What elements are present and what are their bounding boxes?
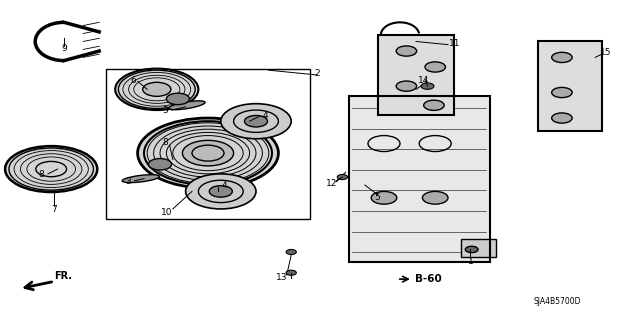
Circle shape bbox=[552, 52, 572, 63]
Circle shape bbox=[465, 246, 478, 253]
Circle shape bbox=[425, 62, 445, 72]
Circle shape bbox=[337, 174, 348, 180]
Circle shape bbox=[244, 115, 268, 127]
Text: 4: 4 bbox=[221, 181, 227, 190]
Circle shape bbox=[396, 81, 417, 91]
Text: 9: 9 bbox=[61, 44, 67, 53]
Circle shape bbox=[182, 140, 234, 166]
Bar bbox=[349, 96, 490, 262]
Circle shape bbox=[148, 159, 172, 170]
Bar bbox=[538, 41, 602, 131]
Circle shape bbox=[143, 82, 171, 96]
Text: 3: 3 bbox=[163, 106, 168, 115]
Text: 12: 12 bbox=[326, 179, 337, 188]
Text: 4: 4 bbox=[263, 111, 268, 120]
Ellipse shape bbox=[169, 101, 205, 110]
Text: 10: 10 bbox=[161, 208, 172, 217]
Circle shape bbox=[209, 186, 232, 197]
Bar bbox=[538, 41, 602, 131]
Circle shape bbox=[396, 46, 417, 56]
Circle shape bbox=[552, 87, 572, 98]
Circle shape bbox=[286, 270, 296, 275]
Circle shape bbox=[552, 113, 572, 123]
Circle shape bbox=[422, 191, 448, 204]
Circle shape bbox=[221, 104, 291, 139]
Bar bbox=[106, 69, 310, 219]
Text: FR.: FR. bbox=[54, 271, 72, 281]
Bar bbox=[378, 35, 454, 115]
Text: 2: 2 bbox=[314, 69, 319, 78]
Circle shape bbox=[115, 69, 198, 110]
Circle shape bbox=[424, 100, 444, 110]
Text: 14: 14 bbox=[418, 76, 429, 85]
Bar bbox=[349, 96, 490, 262]
Circle shape bbox=[371, 191, 397, 204]
Text: 8: 8 bbox=[39, 170, 44, 179]
Text: SJA4B5700D: SJA4B5700D bbox=[533, 297, 580, 306]
Circle shape bbox=[186, 174, 256, 209]
Ellipse shape bbox=[122, 175, 159, 182]
Circle shape bbox=[5, 146, 97, 192]
Bar bbox=[378, 35, 454, 115]
Bar bbox=[461, 239, 496, 257]
Circle shape bbox=[421, 83, 434, 89]
Circle shape bbox=[286, 249, 296, 255]
Text: 6: 6 bbox=[131, 76, 136, 85]
Text: 3: 3 bbox=[125, 177, 131, 186]
Text: 5: 5 bbox=[375, 193, 380, 202]
Text: 1: 1 bbox=[468, 257, 473, 266]
Circle shape bbox=[138, 118, 278, 188]
Circle shape bbox=[166, 93, 189, 105]
Text: 15: 15 bbox=[600, 48, 611, 57]
Text: 11: 11 bbox=[449, 39, 460, 48]
Text: B-60: B-60 bbox=[415, 274, 442, 284]
Text: 8: 8 bbox=[163, 138, 168, 147]
Text: 7: 7 bbox=[52, 205, 57, 214]
Text: 13: 13 bbox=[276, 273, 287, 282]
